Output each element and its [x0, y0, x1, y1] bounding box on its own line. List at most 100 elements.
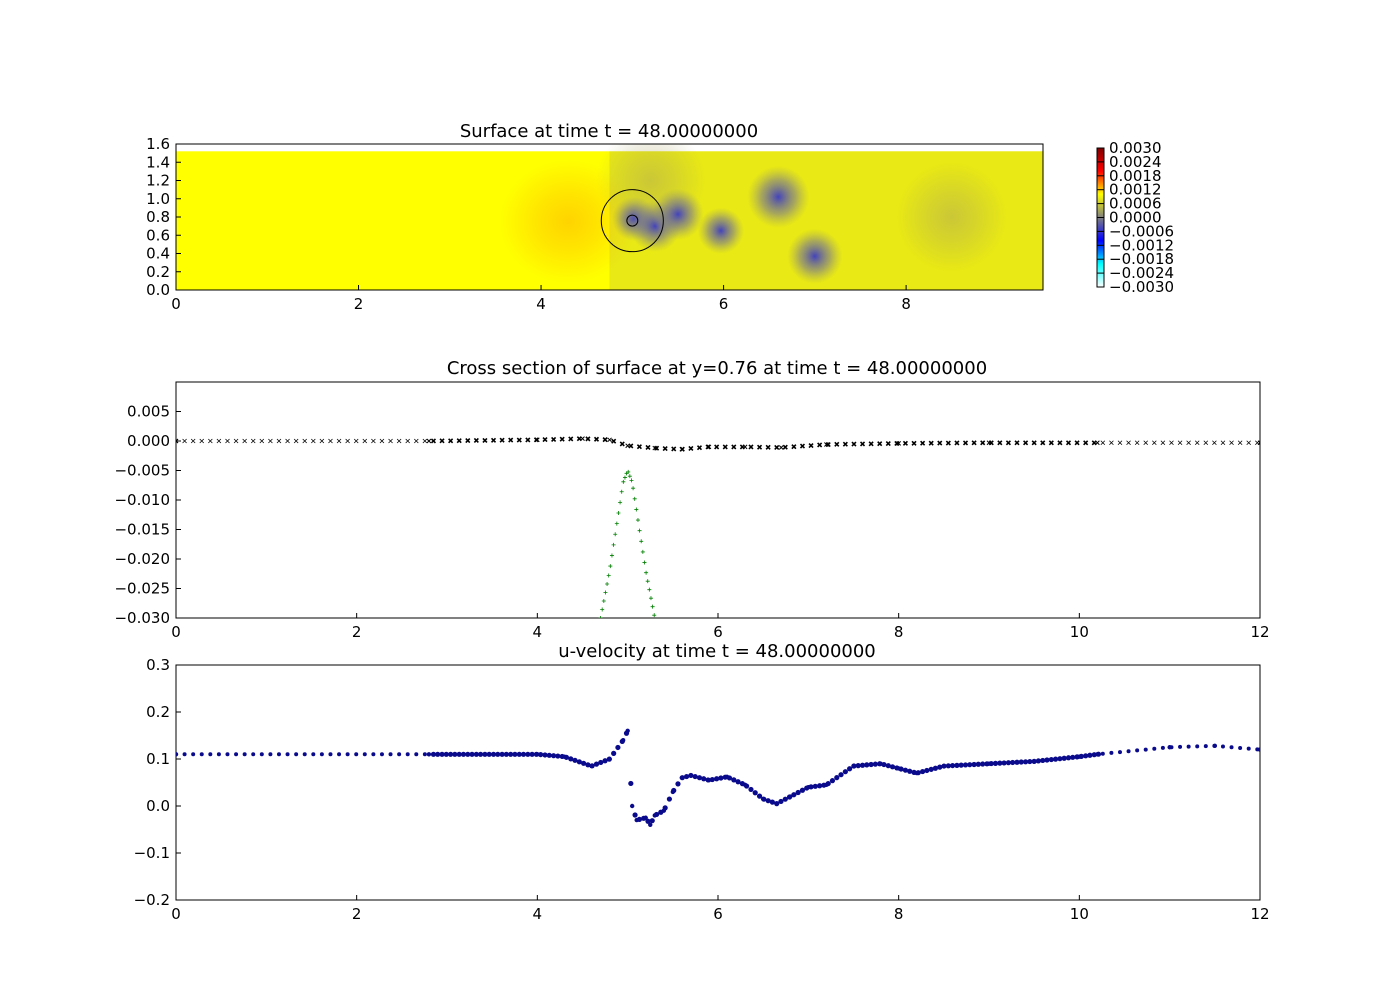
- velocity-point: [503, 751, 509, 757]
- velocity-point: [648, 822, 653, 827]
- cross-section-point: [268, 438, 273, 444]
- velocity-point: [1018, 759, 1024, 765]
- velocity-point: [769, 799, 775, 805]
- velocity-point: [448, 751, 454, 757]
- velocity-point: [683, 773, 690, 780]
- velocity-point: [838, 772, 844, 778]
- velocity-point: [302, 752, 307, 757]
- y-tick-label: 0.1: [146, 750, 170, 768]
- cross-section-point: [576, 436, 582, 442]
- bottom-profile-point: [644, 570, 649, 575]
- velocity-y-ticks: 0.3 0.2 0.1 0.0 −0.1 −0.2: [134, 656, 181, 909]
- velocity-point: [645, 818, 651, 824]
- cross-section-point: [490, 437, 497, 443]
- bottom-profile-point: [603, 590, 608, 595]
- velocity-point: [486, 751, 492, 757]
- x-tick-label: 4: [533, 623, 543, 641]
- velocity-point: [473, 751, 479, 757]
- cross-section-point: [559, 436, 565, 442]
- velocity-point: [435, 751, 441, 757]
- velocity-point: [842, 769, 848, 775]
- cross-section-point: [1186, 440, 1191, 446]
- velocity-point: [958, 762, 964, 768]
- velocity-point: [362, 752, 367, 757]
- velocity-point: [1057, 756, 1063, 762]
- velocity-point: [1087, 752, 1093, 758]
- velocity-point: [1074, 754, 1080, 760]
- velocity-point: [259, 752, 264, 757]
- cross-section-point: [345, 438, 350, 444]
- velocity-point: [971, 761, 977, 768]
- cross-section-marks: [176, 436, 1260, 618]
- velocity-point: [662, 805, 668, 811]
- cross-section-point: [311, 438, 316, 444]
- velocity-point: [593, 761, 600, 767]
- velocity-point: [414, 752, 419, 757]
- velocity-point: [834, 775, 840, 781]
- cross-section-point: [859, 441, 866, 447]
- cross-section-point: [778, 445, 784, 450]
- velocity-point: [928, 766, 934, 772]
- y-tick-label: 1.2: [146, 172, 170, 190]
- cross-section-point: [962, 440, 969, 446]
- velocity-point: [744, 783, 750, 789]
- cylinder-outer-circle: [600, 189, 664, 253]
- velocity-point: [478, 751, 484, 757]
- velocity-point: [182, 752, 187, 757]
- velocity-point: [1044, 757, 1050, 763]
- velocity-point: [701, 776, 707, 782]
- velocity-marks: [176, 728, 1260, 827]
- velocity-point: [778, 798, 784, 805]
- y-tick-label: 0.005: [127, 403, 170, 421]
- velocity-point: [877, 761, 883, 767]
- velocity-point: [1010, 759, 1016, 766]
- velocity-point: [941, 763, 947, 769]
- cross-section-point: [1117, 440, 1123, 446]
- velocity-title: u-velocity at time t = 48.00000000: [558, 641, 876, 662]
- velocity-point: [962, 762, 969, 768]
- velocity-point: [520, 751, 527, 757]
- velocity-point: [898, 766, 904, 772]
- cross-section-point: [465, 438, 471, 444]
- bottom-profile-point: [601, 599, 606, 604]
- velocity-point: [1061, 755, 1067, 761]
- cross-section-point: [456, 438, 462, 444]
- velocity-point: [1160, 745, 1165, 750]
- velocity-point: [945, 763, 951, 769]
- velocity-point: [1027, 758, 1033, 765]
- velocity-point: [234, 752, 239, 757]
- cross-section-x-ticks: 0 2 4 6 8 10 12: [171, 613, 1270, 641]
- x-tick-label: 6: [713, 905, 723, 923]
- velocity-point: [422, 752, 427, 757]
- velocity-point: [847, 766, 853, 772]
- velocity-point: [722, 774, 728, 780]
- bottom-profile-point: [616, 510, 621, 515]
- velocity-point: [868, 761, 874, 768]
- velocity-point: [992, 760, 999, 766]
- velocity-x-ticks: 0 2 4 6 8 10 12: [171, 895, 1270, 923]
- colorbar: 0.00300.00240.00180.00120.00060.0000−0.0…: [1096, 139, 1174, 296]
- cross-section-point: [714, 444, 720, 450]
- cross-section-point: [619, 441, 625, 447]
- cross-section-point: [654, 445, 660, 451]
- velocity-point: [495, 751, 501, 757]
- surface-feature-vortex: [697, 207, 744, 254]
- colorbar-tick-label: 0.0006: [1109, 195, 1162, 213]
- bottom-profile-point: [652, 613, 657, 618]
- cross-section-point: [1023, 440, 1029, 446]
- cross-section-point: [250, 438, 256, 444]
- velocity-point: [1070, 754, 1076, 760]
- x-tick-label: 10: [1070, 623, 1089, 641]
- bottom-profile-point: [634, 507, 639, 512]
- bottom-profile-point: [608, 564, 613, 569]
- velocity-point: [559, 753, 565, 760]
- x-tick-label: 10: [1070, 905, 1089, 923]
- velocity-point: [791, 792, 797, 798]
- cross-section-point: [808, 442, 814, 449]
- cross-section-point: [190, 438, 196, 444]
- velocity-point: [984, 761, 990, 767]
- cross-section-point: [671, 446, 677, 452]
- bottom-profile-point: [605, 582, 610, 587]
- velocity-point: [817, 783, 823, 789]
- cross-section-point: [645, 444, 651, 451]
